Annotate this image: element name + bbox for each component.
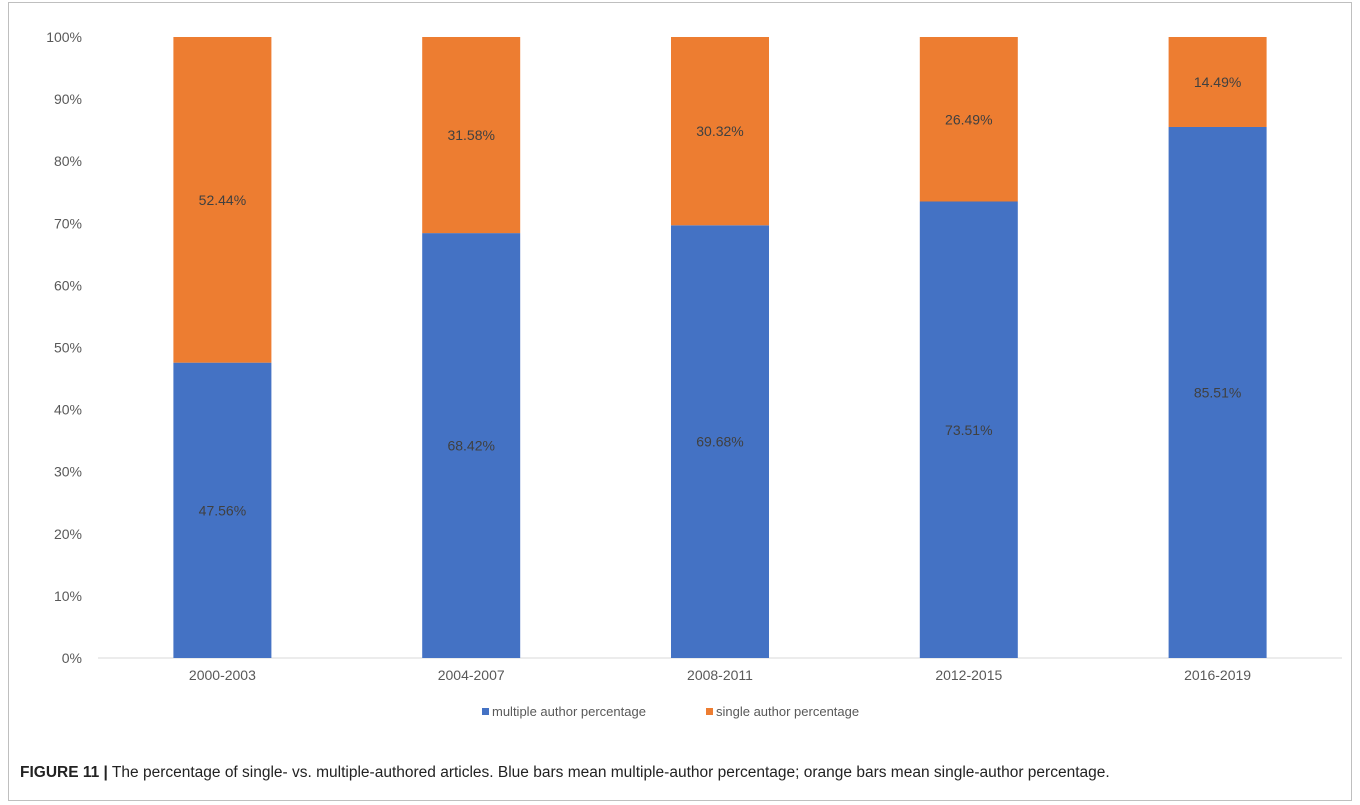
bar-single-author <box>422 37 521 234</box>
x-tick-label: 2004-2007 <box>438 667 505 683</box>
y-tick-label: 70% <box>54 215 82 231</box>
x-tick-label: 2012-2015 <box>935 667 1002 683</box>
bar-multiple-author <box>173 362 272 658</box>
legend: multiple author percentage single author … <box>482 704 859 719</box>
figure-caption: FIGURE 11 | The percentage of single- vs… <box>20 764 1345 782</box>
x-tick-label: 2016-2019 <box>1184 667 1251 683</box>
y-tick-label: 20% <box>54 526 82 542</box>
bar-single-author <box>173 37 272 363</box>
y-tick-label: 0% <box>62 650 82 666</box>
y-tick-label: 30% <box>54 464 82 480</box>
y-tick-label: 40% <box>54 402 82 418</box>
x-tick-label: 2008-2011 <box>687 667 753 683</box>
bar-multiple-author <box>1168 126 1267 658</box>
bar-single-author <box>671 37 769 226</box>
bar-multiple-author <box>671 225 769 658</box>
legend-swatch <box>482 708 489 715</box>
bar-multiple-author <box>919 201 1018 658</box>
y-tick-label: 100% <box>46 29 82 45</box>
y-tick-label: 60% <box>54 277 82 293</box>
y-tick-label: 80% <box>54 153 82 169</box>
y-tick-label: 10% <box>54 588 82 604</box>
x-axis-ticks: 2000-2003 2004-2007 2008-2011 2012-2015 2016… <box>189 667 1251 683</box>
y-axis-ticks: 0% 10% 20% 30% 40% 50% 60% 70% 80% 90% 100% <box>46 29 82 666</box>
data-label: 85.51% <box>1194 384 1241 400</box>
data-label: 31.58% <box>447 127 494 143</box>
data-label: 14.49% <box>1194 74 1241 90</box>
caption-label: FIGURE 11 | <box>20 764 108 781</box>
bar-multiple-author <box>422 233 521 658</box>
y-tick-label: 50% <box>54 340 82 356</box>
x-tick-label: 2000-2003 <box>189 667 256 683</box>
data-label: 26.49% <box>945 111 992 127</box>
bar-single-author <box>1168 37 1267 127</box>
data-label: 73.51% <box>945 422 992 438</box>
figure-frame <box>8 2 1352 801</box>
bars: 47.56% 52.44% 68.42% 31.58% 69.68% 30.32% 73.5… <box>173 37 1267 658</box>
bar-single-author <box>919 37 1018 202</box>
legend-swatch <box>706 708 713 715</box>
data-label: 68.42% <box>447 438 494 454</box>
data-label: 30.32% <box>696 123 743 139</box>
data-label: 52.44% <box>199 192 246 208</box>
stacked-bar-chart: 0% 10% 20% 30% 40% 50% 60% 70% 80% 90% 100% 47.56%… <box>46 29 1342 719</box>
legend-entry: multiple author percentage <box>492 704 646 719</box>
legend-entry: single author percentage <box>716 704 859 719</box>
y-tick-label: 90% <box>54 91 82 107</box>
caption-text: The percentage of single- vs. multiple-a… <box>107 764 1110 781</box>
data-label: 47.56% <box>199 502 246 518</box>
data-label: 69.68% <box>696 434 743 450</box>
